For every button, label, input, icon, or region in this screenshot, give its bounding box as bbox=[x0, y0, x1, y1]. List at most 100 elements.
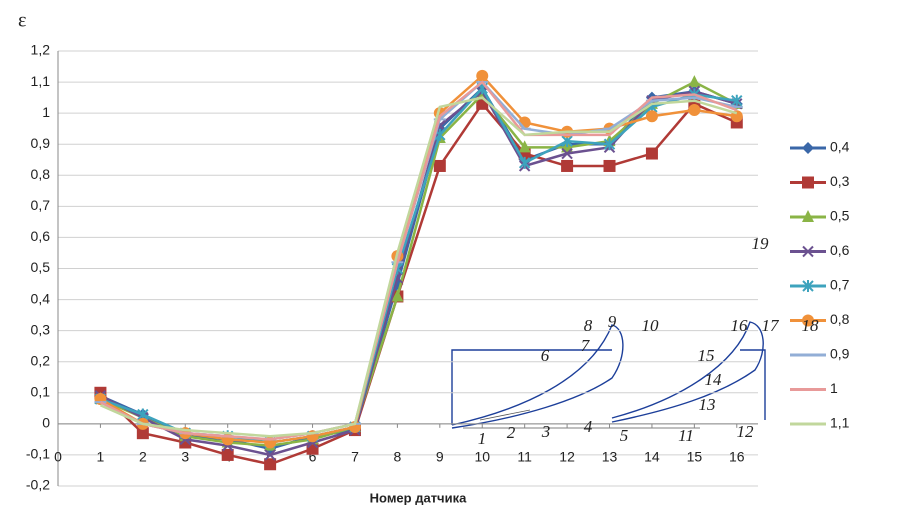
legend-label: 0,5 bbox=[830, 208, 850, 224]
series bbox=[99, 96, 738, 438]
y-tick-label: 0 bbox=[42, 415, 50, 431]
y-tick-label: 1 bbox=[42, 104, 50, 120]
marker bbox=[802, 176, 814, 189]
y-tick-label: 0,9 bbox=[31, 135, 51, 151]
sensor-label: 14 bbox=[705, 370, 723, 389]
marker bbox=[561, 159, 574, 172]
marker bbox=[688, 104, 701, 117]
series-line bbox=[99, 74, 737, 444]
x-tick-label: 13 bbox=[602, 449, 618, 465]
legend-label: 0,3 bbox=[830, 173, 850, 189]
y-tick-label: 1,1 bbox=[31, 73, 51, 89]
sensor-label: 6 bbox=[541, 346, 550, 365]
legend-label: 0,6 bbox=[830, 242, 850, 258]
marker bbox=[136, 427, 149, 440]
series-line bbox=[99, 80, 738, 447]
sensor-label: 7 bbox=[581, 336, 591, 355]
series-line bbox=[99, 80, 738, 441]
series-line bbox=[99, 89, 738, 457]
series-line bbox=[99, 96, 738, 438]
marker bbox=[561, 147, 573, 160]
x-tick-label: 16 bbox=[729, 449, 745, 465]
y-tick-label: 0,2 bbox=[31, 352, 51, 368]
series bbox=[99, 80, 738, 441]
sensor-label: 18 bbox=[802, 316, 820, 335]
series bbox=[94, 80, 743, 441]
marker bbox=[221, 448, 234, 461]
sensor-label: 13 bbox=[699, 395, 716, 414]
x-tick-label: 5 bbox=[266, 449, 274, 465]
legend-label: 0,9 bbox=[830, 346, 850, 362]
x-tick-label: 6 bbox=[309, 449, 317, 465]
marker bbox=[802, 245, 814, 258]
y-axis-label: ε bbox=[18, 10, 26, 32]
series-line bbox=[99, 101, 738, 466]
sensor-label: 3 bbox=[541, 422, 551, 441]
y-tick-label: 0,3 bbox=[31, 321, 51, 337]
x-tick-label: 11 bbox=[517, 449, 532, 465]
series-line bbox=[99, 86, 737, 444]
marker bbox=[603, 159, 616, 172]
marker bbox=[802, 210, 814, 222]
marker bbox=[688, 75, 701, 88]
x-tick-label: 0 bbox=[54, 449, 62, 465]
x-tick-label: 12 bbox=[559, 449, 575, 465]
sensor-label: 10 bbox=[642, 316, 660, 335]
y-tick-label: 1,2 bbox=[31, 42, 51, 58]
legend-label: 1 bbox=[830, 380, 838, 396]
x-tick-label: 10 bbox=[474, 449, 490, 465]
sensor-label: 1 bbox=[478, 429, 487, 448]
legend-label: 1,1 bbox=[830, 415, 850, 431]
x-tick-label: 3 bbox=[181, 449, 189, 465]
sensor-label: 17 bbox=[762, 316, 781, 335]
series bbox=[94, 69, 743, 449]
x-axis-label: Номер датчика bbox=[370, 490, 467, 505]
y-tick-label: -0,1 bbox=[26, 446, 50, 462]
marker bbox=[518, 140, 531, 153]
sensor-label: 4 bbox=[584, 417, 593, 436]
marker bbox=[391, 289, 404, 302]
sensor-label: 16 bbox=[731, 316, 749, 335]
marker bbox=[518, 156, 531, 169]
marker bbox=[264, 458, 277, 471]
marker bbox=[433, 159, 446, 172]
marker bbox=[476, 69, 489, 82]
y-tick-label: 0,6 bbox=[31, 228, 51, 244]
series bbox=[94, 82, 743, 449]
x-tick-label: 14 bbox=[644, 449, 660, 465]
blade-sketch bbox=[451, 321, 766, 429]
y-tick-label: 0,8 bbox=[31, 166, 51, 182]
x-tick-label: 9 bbox=[436, 449, 444, 465]
sensor-label: 19 bbox=[752, 234, 770, 253]
series-line bbox=[99, 80, 738, 441]
marker bbox=[645, 147, 658, 160]
sensor-label: 15 bbox=[698, 346, 715, 365]
y-tick-label: 0,5 bbox=[31, 259, 51, 275]
x-tick-label: 8 bbox=[393, 449, 401, 465]
legend-label: 0,8 bbox=[830, 311, 850, 327]
x-tick-label: 1 bbox=[97, 449, 105, 465]
series bbox=[94, 85, 743, 461]
sensor-label: 11 bbox=[678, 426, 694, 445]
legend-label: 0,4 bbox=[830, 139, 850, 155]
y-tick-label: 0,7 bbox=[31, 197, 51, 213]
x-tick-label: 2 bbox=[139, 449, 147, 465]
sensor-label: 9 bbox=[608, 312, 617, 331]
y-tick-label: -0,2 bbox=[26, 477, 50, 493]
sensor-label: 12 bbox=[737, 422, 755, 441]
y-tick-label: 0,1 bbox=[31, 383, 51, 399]
series bbox=[94, 75, 743, 451]
sensor-label: 8 bbox=[584, 316, 593, 335]
marker bbox=[802, 280, 814, 292]
y-tick-label: 0,4 bbox=[31, 290, 51, 306]
legend-label: 0,7 bbox=[830, 277, 850, 293]
marker bbox=[731, 94, 743, 107]
sensor-label: 5 bbox=[620, 426, 629, 445]
marker bbox=[603, 138, 616, 151]
x-tick-label: 15 bbox=[687, 449, 703, 465]
marker bbox=[802, 142, 814, 154]
x-tick-label: 7 bbox=[351, 449, 359, 465]
marker bbox=[802, 314, 814, 327]
sensor-label: 2 bbox=[507, 423, 516, 442]
